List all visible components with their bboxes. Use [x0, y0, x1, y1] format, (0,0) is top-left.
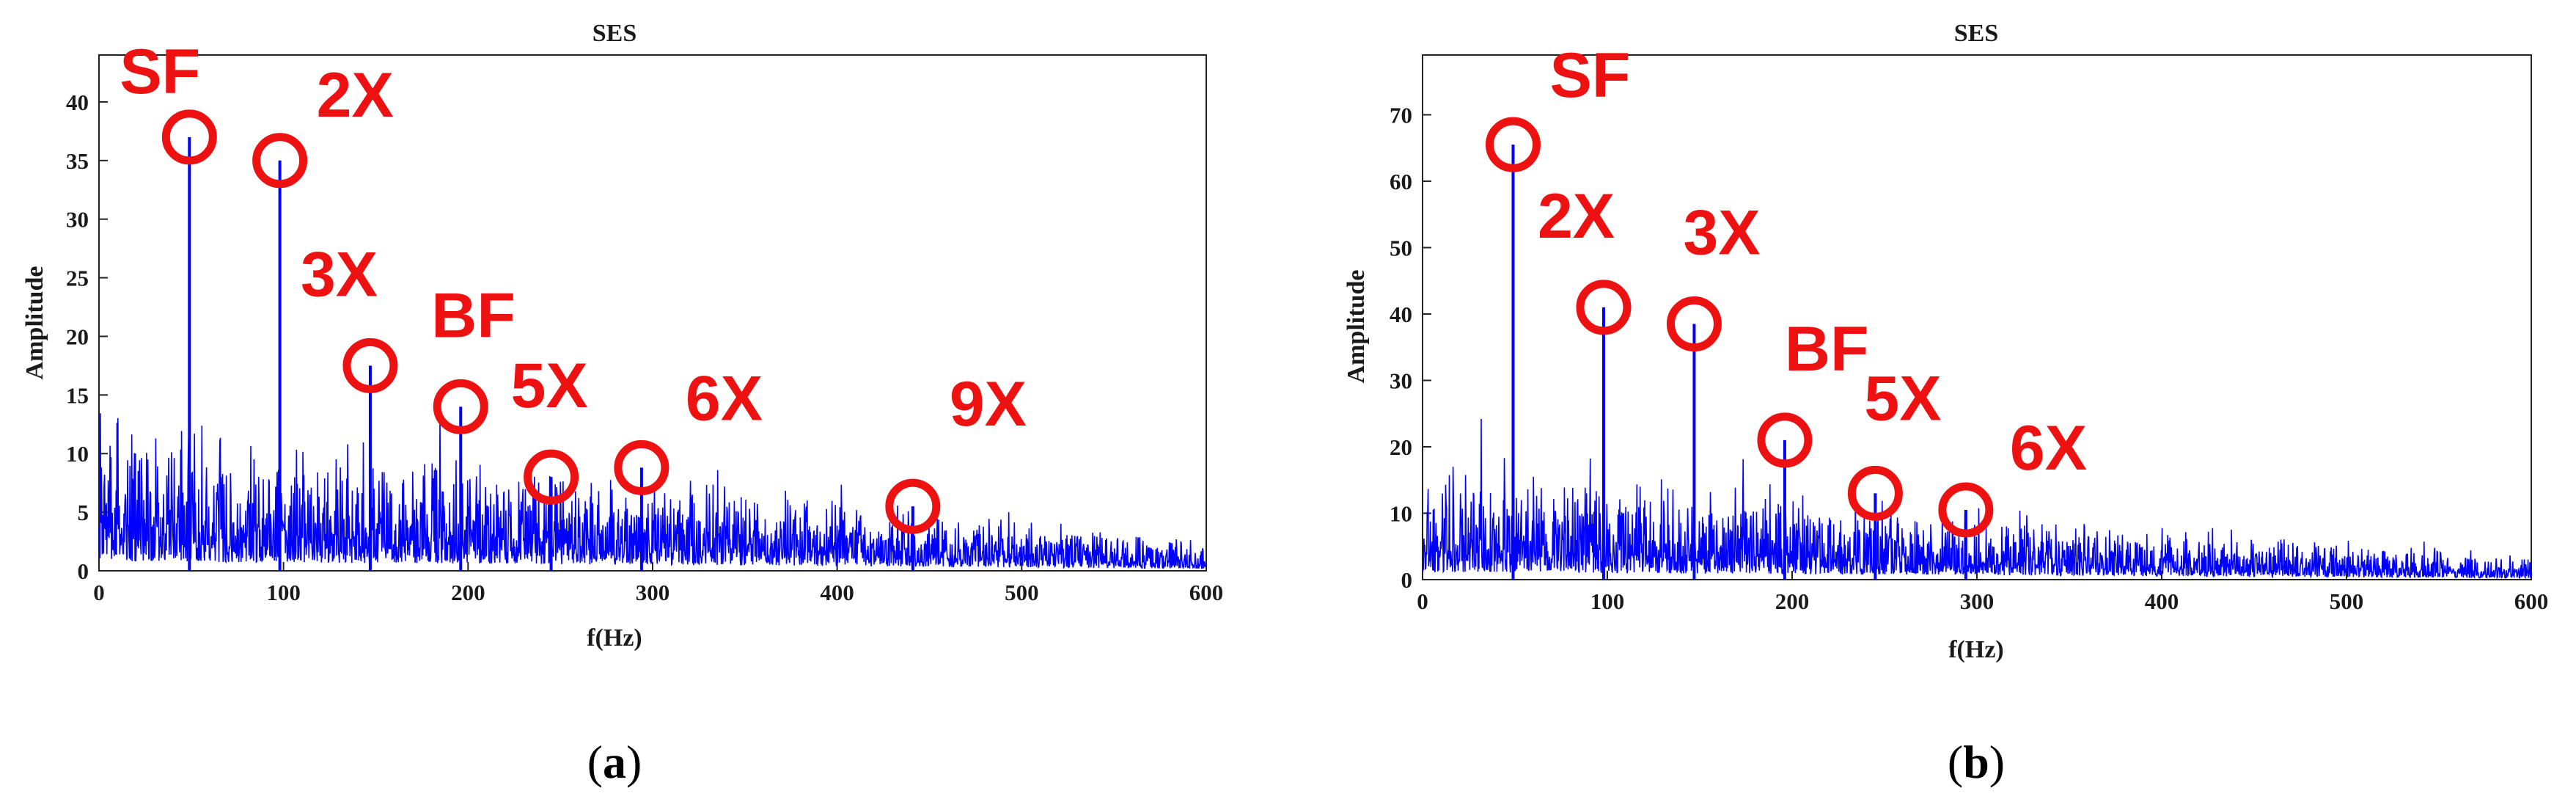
- annotation-label: 9X: [950, 369, 1027, 439]
- y-tick-label: 5: [78, 500, 89, 525]
- x-tick-label: 200: [1775, 588, 1810, 614]
- x-tick-label: 500: [2330, 588, 2364, 614]
- annotation-circle: [433, 379, 488, 434]
- y-tick-label: 10: [1390, 500, 1412, 526]
- annotation-label: 6X: [2010, 413, 2087, 484]
- panel-b-caption-letter: b: [1963, 736, 1989, 788]
- panel-b: SES Amplitude f(Hz) 0 100 200 300 400 500 6000…: [1343, 20, 2548, 788]
- y-tick-label: 60: [1390, 169, 1412, 194]
- y-tick-label: 35: [66, 148, 89, 174]
- y-tick-label: 30: [1390, 368, 1412, 393]
- annotation-circle: [342, 338, 398, 393]
- y-tick-label: 10: [66, 441, 89, 467]
- annotation-label: 6X: [686, 363, 763, 434]
- spectrum-noise-line: [1422, 418, 2532, 580]
- annotation-label: BF: [431, 280, 515, 351]
- x-tick-label: 100: [1590, 588, 1625, 614]
- panel-b-title: SES: [1954, 20, 1999, 47]
- annotation-label: 2X: [317, 60, 394, 131]
- annotation-circle: [1485, 117, 1541, 172]
- annotation-circle: [1757, 412, 1813, 468]
- x-tick-label: 300: [636, 580, 670, 605]
- y-tick-label: 25: [66, 266, 89, 291]
- plot-frame: [98, 54, 1207, 572]
- panel-b-ylabel: Amplitude: [1343, 270, 1370, 384]
- x-tick-label: 400: [2145, 588, 2179, 614]
- y-tick-label: 20: [66, 324, 89, 349]
- panel-a-caption-letter: a: [603, 736, 626, 788]
- annotation-label: 5X: [511, 351, 588, 421]
- annotation-circle: [885, 478, 941, 534]
- annotation-circle: [1847, 465, 1903, 521]
- panel-a: SES Amplitude f(Hz) 0 100 200 300 400 500 6000…: [21, 20, 1223, 788]
- spectrum-noise-line: [98, 413, 1207, 570]
- panel-b-plot: 0 100 200 300 400 500 600 0 10 20 30 40 50 60 70 SF 2X 3X…: [1390, 40, 2548, 614]
- annotation-label: 3X: [301, 239, 378, 310]
- annotation-circle: [161, 109, 217, 165]
- y-tick-label: 40: [1390, 302, 1412, 327]
- annotation-label: SF: [1549, 40, 1630, 111]
- panel-b-caption: (b): [1948, 736, 2005, 788]
- y-tick-label: 0: [78, 558, 89, 584]
- y-tick-label: 70: [1390, 102, 1412, 128]
- x-tick-label: 600: [2514, 588, 2549, 614]
- x-tick-label: 0: [1417, 588, 1428, 614]
- x-tick-label: 0: [93, 580, 105, 605]
- panel-a-plot: 0 100 200 300 400 500 600 0 5 10 15 20 25 30 35 40 SF 2X 3…: [66, 37, 1223, 605]
- annotation-circle: [524, 449, 579, 505]
- annotation-circle: [1938, 482, 1994, 538]
- plot-frame: [1422, 54, 2532, 580]
- y-tick-label: 15: [66, 382, 89, 408]
- y-tick-label: 50: [1390, 235, 1412, 260]
- panel-a-title: SES: [592, 20, 637, 47]
- x-tick-label: 600: [1189, 580, 1224, 605]
- annotation-label: SF: [120, 37, 200, 107]
- panel-a-caption: (a): [587, 736, 642, 788]
- y-tick-label: 20: [1390, 434, 1412, 460]
- annotation-label: BF: [1785, 314, 1869, 384]
- y-tick-label: 40: [66, 90, 89, 115]
- panel-b-xlabel: f(Hz): [1948, 636, 2004, 663]
- panel-a-ylabel: Amplitude: [21, 266, 48, 380]
- annotation-label: 3X: [1683, 198, 1760, 269]
- annotation-circle: [252, 133, 308, 189]
- annotation-label: 5X: [1864, 363, 1941, 434]
- annotation-circle: [1666, 296, 1722, 352]
- x-tick-label: 100: [266, 580, 301, 605]
- annotation-circle: [1576, 280, 1632, 335]
- y-tick-label: 30: [66, 207, 89, 233]
- panel-a-xlabel: f(Hz): [587, 624, 642, 652]
- x-tick-label: 300: [1960, 588, 1995, 614]
- x-tick-label: 500: [1005, 580, 1039, 605]
- x-tick-label: 200: [451, 580, 485, 605]
- y-tick-label: 0: [1401, 567, 1413, 593]
- x-tick-label: 400: [820, 580, 854, 605]
- annotation-label: 2X: [1538, 181, 1615, 252]
- annotation-circle: [614, 439, 669, 495]
